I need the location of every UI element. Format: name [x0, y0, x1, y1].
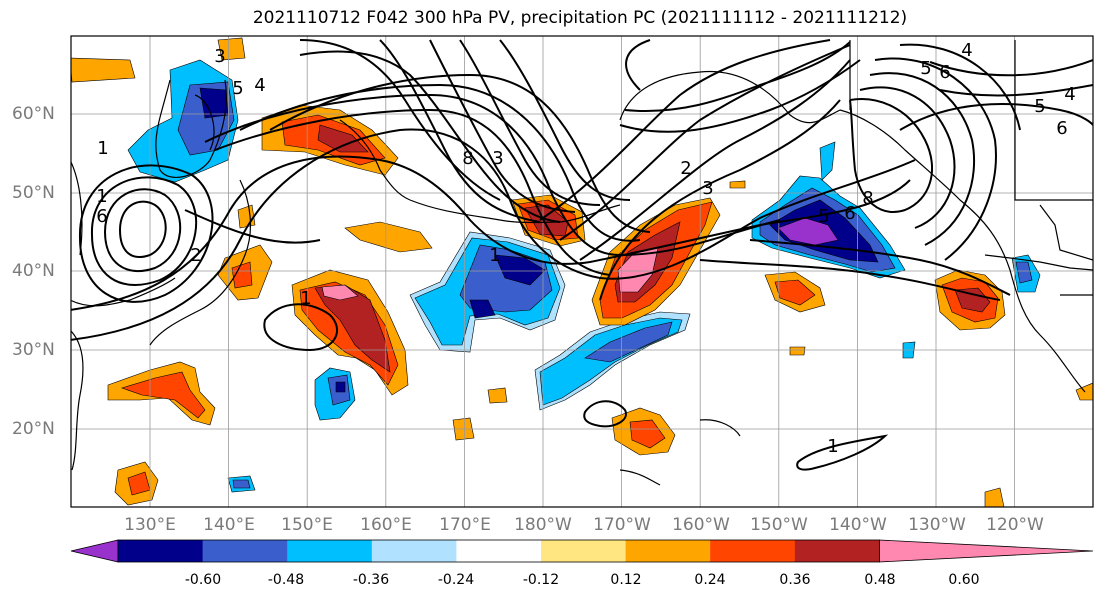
- lon-label-130w: 130°W: [908, 515, 966, 535]
- colorbar-tick-label: 0.12: [610, 572, 642, 588]
- colorbar-tick-label: -0.12: [522, 572, 560, 588]
- contour-label: 5: [920, 58, 931, 79]
- colorbar-segment: [202, 540, 288, 562]
- contour-label: 5: [1034, 96, 1045, 117]
- contour-label: 1: [827, 436, 838, 457]
- contour-label: 4: [254, 75, 265, 96]
- lon-label-140w: 140°W: [829, 515, 887, 535]
- lat-label-20n: 20°N: [12, 419, 55, 439]
- contour-label: 2: [680, 158, 691, 179]
- colorbar-tick-label: 0.48: [864, 572, 896, 588]
- lon-label-150e: 150°E: [281, 515, 333, 535]
- colorbar-segment: [710, 540, 796, 562]
- colorbar-tick-label: -0.48: [267, 572, 305, 588]
- colorbar: [70, 539, 1094, 563]
- colorbar-segment: [371, 540, 457, 562]
- colorbar-tick-label: -0.24: [437, 572, 475, 588]
- contour-label: 1: [489, 245, 500, 266]
- colorbar-segment: [625, 540, 711, 562]
- precip-shading: [71, 37, 1093, 507]
- contour-label: 6: [844, 203, 855, 224]
- colorbar-tick-label: -0.60: [184, 572, 222, 588]
- colorbar-tick-label: -0.36: [352, 572, 390, 588]
- lon-label-170e: 170°E: [439, 515, 491, 535]
- contour-label: 5: [232, 78, 243, 99]
- contour-label: 2: [190, 245, 201, 266]
- colorbar-segment: [541, 540, 627, 562]
- colorbar-segment: [118, 540, 204, 562]
- contour-label: 3: [702, 178, 713, 199]
- colorbar-frame: [117, 539, 880, 563]
- lon-label-140e: 140°E: [203, 515, 255, 535]
- colorbar-tick-label: 0.24: [694, 572, 726, 588]
- map-frame: [70, 35, 1094, 508]
- contour-label: 8: [462, 148, 473, 169]
- contour-label: 1: [97, 138, 108, 159]
- lat-label-40n: 40°N: [12, 261, 55, 281]
- contour-label: 4: [1064, 84, 1075, 105]
- lat-label-50n: 50°N: [12, 183, 55, 203]
- lon-label-180w: 180°W: [514, 515, 572, 535]
- contour-label: 4: [961, 40, 972, 61]
- lon-label-150w: 150°W: [750, 515, 808, 535]
- contour-label: 6: [939, 62, 950, 83]
- colorbar-segment: [456, 540, 542, 562]
- contour-label: 8: [862, 188, 873, 209]
- lon-label-120w: 120°W: [986, 515, 1044, 535]
- lat-label-30n: 30°N: [12, 340, 55, 360]
- contour-label: 1: [300, 288, 311, 309]
- pv-contours: [71, 39, 1093, 471]
- contour-label: 6: [1056, 118, 1067, 139]
- contour-label: 5: [818, 206, 829, 227]
- lon-label-160e: 160°E: [360, 515, 412, 535]
- lat-label-60n: 60°N: [12, 104, 55, 124]
- contour-label: 6: [96, 206, 107, 227]
- lat-lon-grid: [71, 36, 1093, 507]
- contour-label: 3: [214, 46, 225, 67]
- colorbar-extend-low: [70, 539, 119, 563]
- colorbar-tick-label: 0.36: [779, 572, 811, 588]
- lon-label-130e: 130°E: [124, 515, 176, 535]
- colorbar-segment: [287, 540, 373, 562]
- lon-label-160w: 160°W: [672, 515, 730, 535]
- coastlines: [71, 40, 1093, 486]
- contour-label: 3: [492, 148, 503, 169]
- lon-label-170w: 170°W: [593, 515, 651, 535]
- map-title: 2021110712 F042 300 hPa PV, precipitatio…: [252, 8, 908, 28]
- colorbar-extend-high: [879, 539, 1094, 563]
- contour-label: 1: [96, 186, 107, 207]
- colorbar-segment: [794, 540, 880, 562]
- colorbar-tick-label: 0.60: [948, 572, 980, 588]
